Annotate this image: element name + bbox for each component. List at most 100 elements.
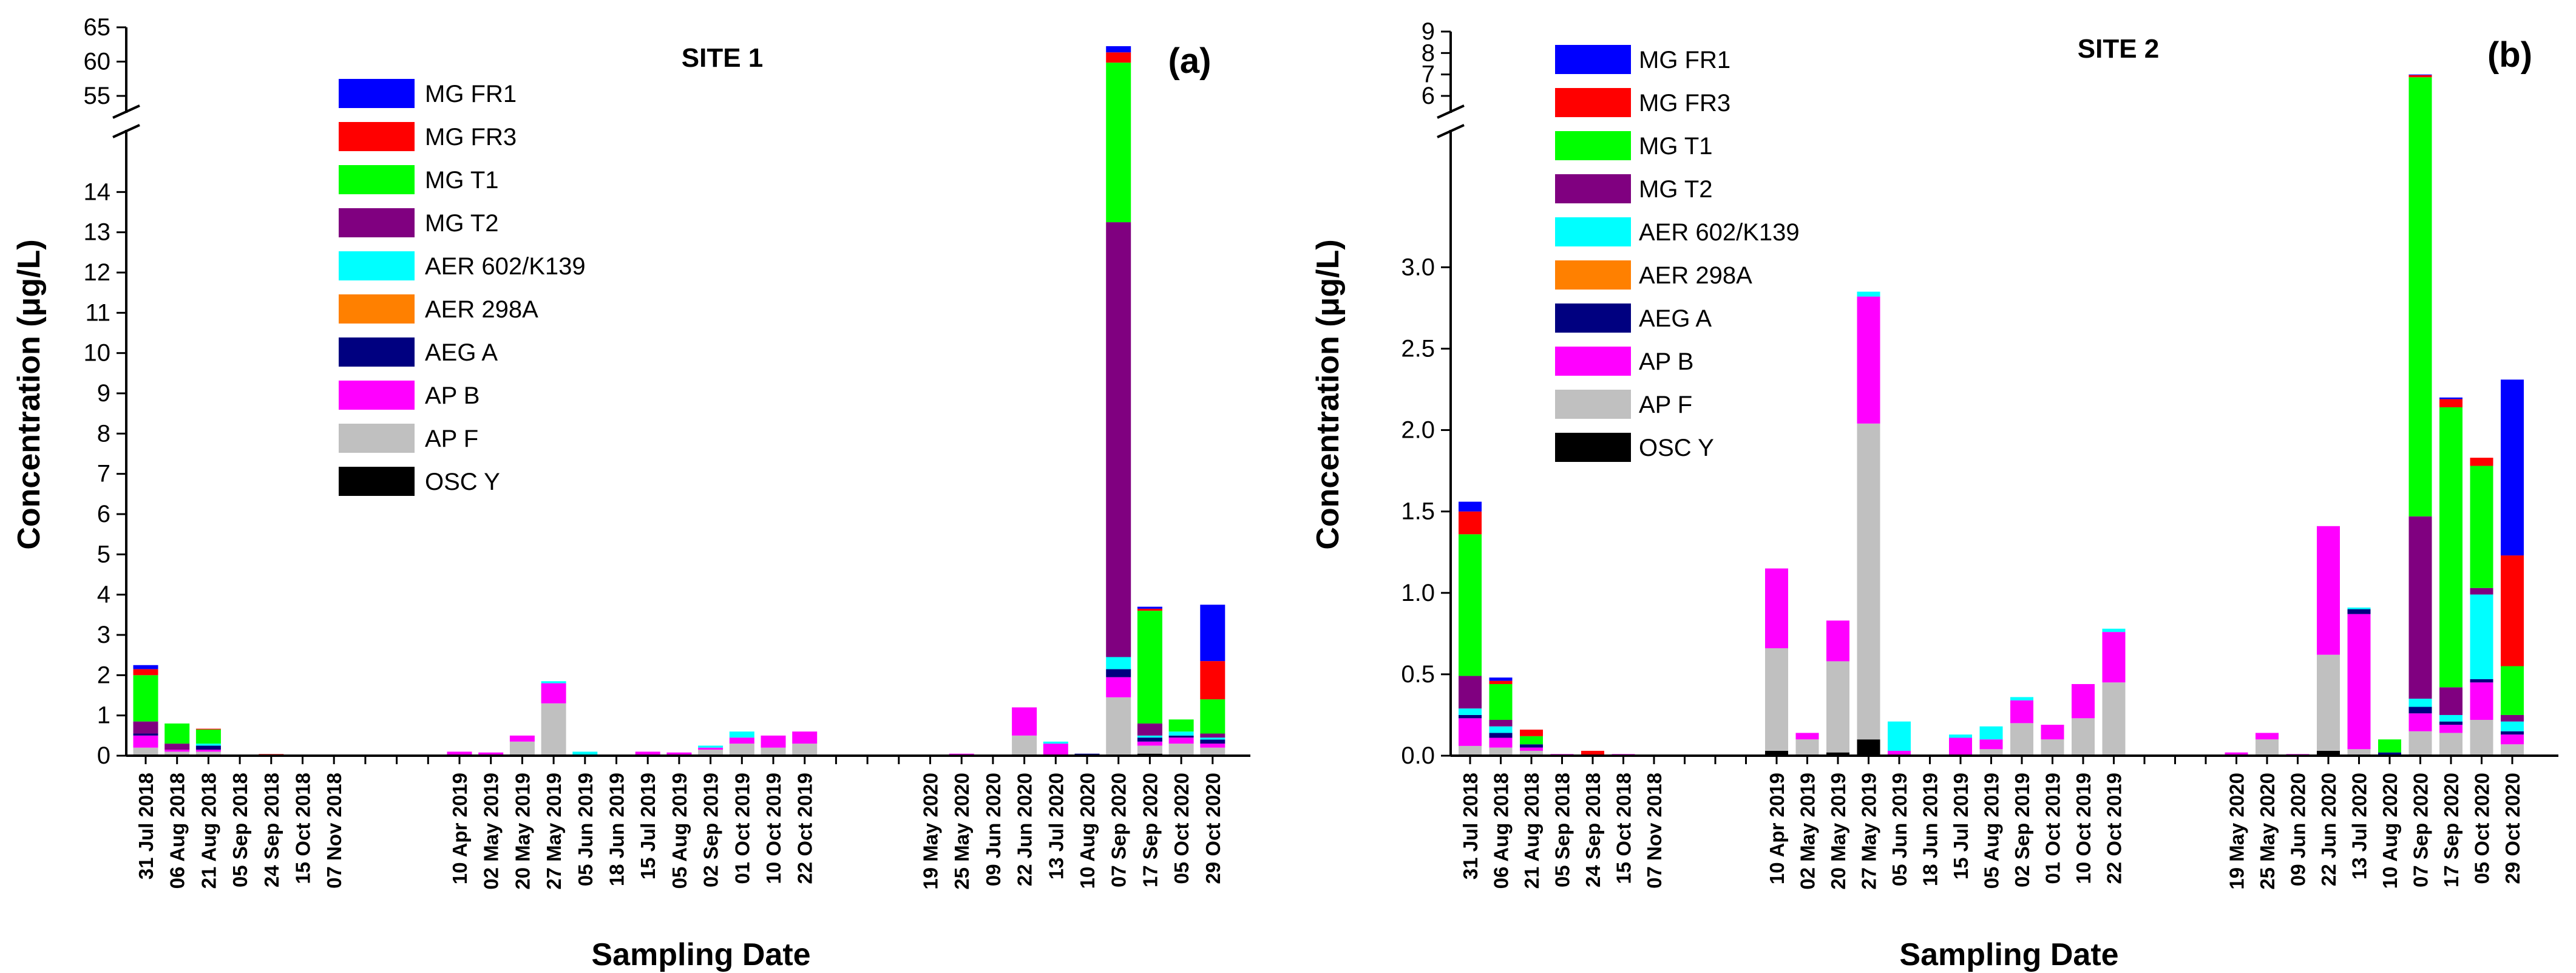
bars [1459,74,2524,756]
y-tick-label: 13 [84,219,111,246]
bar-segment-ap-b-10-oct-2019 [761,735,786,748]
bar-segment-ap-b-31-jul-2018 [133,735,158,748]
x-tick-label: 05 Aug 2019 [1981,773,2003,889]
legend-swatch-aeg-a [1555,303,1631,333]
legend-swatch-osc-y [339,467,415,496]
bar-segment-ap-b-31-jul-2018 [1459,718,1482,746]
x-tick-label: 19 May 2020 [920,773,942,890]
legend: MG FR1 MG FR3 MG T1 MG T2 AER 602/K139 AER 29… [1555,45,1800,462]
bar-segment-ap-f-01-oct-2019 [729,744,754,756]
bars [133,46,1225,756]
bar-segment-mg-t1-05-oct-2020 [2470,466,2493,588]
bar-segment-ap-b-17-sep-2020 [1137,741,1162,746]
bar-segment-aeg-a-13-jul-2020 [2347,609,2371,614]
x-tick-label: 31 Jul 2018 [135,773,157,880]
legend-swatch-mg-t1 [339,165,415,194]
x-tick-label: 27 May 2019 [543,773,565,890]
bar-segment-aeg-a-06-aug-2018 [1489,733,1513,738]
legend-label-mg-fr3: MG FR3 [1639,90,1730,117]
bar-segment-mg-t1-07-sep-2020 [2408,77,2432,517]
legend-label-mg-fr1: MG FR1 [1639,47,1730,73]
bar-segment-ap-f-20-may-2019 [1826,661,1849,753]
x-tick-label: 29 Oct 2020 [2501,773,2524,884]
bar-segment-aeg-a-29-oct-2020 [2501,731,2524,735]
x-tick-label: 27 May 2019 [1858,773,1880,890]
bar-segment-aeg-a-05-oct-2020 [2470,679,2493,683]
bar-segment-aer-602-k139-22-oct-2019 [2102,628,2126,632]
bar-segment-mg-t1-17-sep-2020 [1137,611,1162,724]
y-tick-labels-lower: 0.0 0.5 1.0 1.5 2.0 2.5 3.0 [1401,254,1435,769]
bar-segment-mg-t2-05-oct-2020 [2470,588,2493,595]
x-axis-title: Sampling Date [591,937,810,972]
bar-segment-mg-t1-05-oct-2020 [1168,719,1194,732]
y-tick-label: 2 [97,662,110,688]
x-tick-label: 10 Aug 2020 [2379,773,2401,889]
bar-segment-aeg-a-05-oct-2020 [1168,735,1194,738]
bar-segment-aer-602-k139-07-sep-2020 [2408,699,2432,707]
bar-segment-aeg-a-31-jul-2018 [133,733,158,736]
bar-segment-ap-b-05-oct-2020 [2470,682,2493,720]
x-tick-label: 17 Sep 2020 [2440,773,2462,887]
x-tick-label: 15 Jul 2019 [1950,773,1972,880]
bar-segment-ap-b-07-sep-2020 [1106,677,1131,697]
bar-segment-ap-b-20-may-2019 [509,735,535,742]
bar-segment-ap-f-21-aug-2018 [1520,750,1543,756]
bar-segment-ap-f-02-sep-2019 [2010,723,2033,756]
x-tick-label: 06 Aug 2018 [1490,773,1513,889]
x-tick-label: 10 Oct 2019 [762,773,785,884]
bar-segment-mg-fr3-29-oct-2020 [1200,661,1225,700]
x-tick-label: 05 Aug 2019 [668,773,691,889]
bar-segment-ap-b-13-jul-2020 [1043,744,1068,756]
legend-swatch-mg-t1 [1555,131,1631,160]
legend-swatch-ap-b [339,381,415,410]
bar-segment-ap-f-29-oct-2020 [2501,744,2524,756]
y-tick-label: 0.5 [1401,661,1435,688]
bar-segment-ap-b-10-apr-2019 [1765,568,1788,648]
bar-segment-ap-b-05-aug-2019 [666,752,692,756]
legend-swatch-aeg-a [339,337,415,367]
bar-segment-ap-f-01-oct-2019 [2041,739,2064,756]
bar-segment-ap-f-21-aug-2018 [195,751,221,756]
y-tick-label: 6 [97,501,110,527]
bar-segment-aeg-a-10-aug-2020 [2378,752,2401,756]
bar-segment-ap-b-05-jun-2019 [1888,750,1911,756]
legend-label-aeg-a: AEG A [1639,305,1712,332]
bar-segment-mg-fr3-31-jul-2018 [133,669,158,676]
bar-segment-ap-b-05-aug-2019 [1979,739,2003,750]
x-tick-label: 31 Jul 2018 [1459,773,1482,880]
bar-segment-mg-t2-06-aug-2018 [1489,719,1513,727]
bar-segment-mg-t2-31-jul-2018 [133,721,158,734]
bar-segment-ap-b-22-jun-2020 [1012,707,1037,736]
y-tick-label: 1 [97,702,110,729]
bar-segment-ap-b-10-apr-2019 [447,751,472,756]
bar-segment-ap-f-07-sep-2020 [1106,697,1131,756]
bar-segment-mg-fr1-29-oct-2020 [1200,605,1225,662]
bar-segment-aer-602-k139-05-oct-2020 [1168,731,1194,736]
bar-segment-ap-b-21-aug-2018 [195,750,221,752]
bar-segment-osc-y-22-jun-2020 [2317,750,2340,756]
bar-segment-ap-b-27-may-2019 [1857,296,1880,424]
legend-label-aer-602-k139: AER 602/K139 [1639,219,1800,246]
x-tick-label: 21 Aug 2018 [197,773,220,889]
legend-swatch-mg-fr3 [339,122,415,151]
x-tick-label: 05 Sep 2018 [1551,773,1574,887]
bar-segment-mg-fr3-05-oct-2020 [2470,458,2493,466]
bar-segment-aeg-a-21-aug-2018 [195,745,221,750]
legend-label-aer-298a: AER 298A [1639,262,1752,289]
x-tick-label: 20 May 2019 [1827,773,1849,890]
bar-segment-mg-t2-29-oct-2020 [2501,714,2524,722]
bar-segment-aer-602-k139-17-sep-2020 [1137,735,1162,738]
legend-swatch-mg-t2 [1555,174,1631,203]
x-tick-label: 01 Oct 2019 [731,773,753,884]
bar-segment-ap-f-22-oct-2019 [2102,682,2126,756]
x-tick-label: 09 Jun 2020 [982,773,1005,886]
bar-segment-ap-b-19-may-2020 [2225,752,2248,756]
x-tick-label: 19 May 2020 [2226,773,2248,890]
bar-segment-ap-b-02-may-2019 [1795,733,1819,740]
bar-segment-ap-b-15-jul-2019 [1949,737,1972,756]
bar-segment-aeg-a-29-oct-2020 [1200,739,1225,744]
bar-segment-ap-f-17-sep-2020 [1137,745,1162,754]
bar-segment-ap-b-25-may-2020 [2256,733,2279,740]
legend-swatch-aer-298a [1555,260,1631,290]
